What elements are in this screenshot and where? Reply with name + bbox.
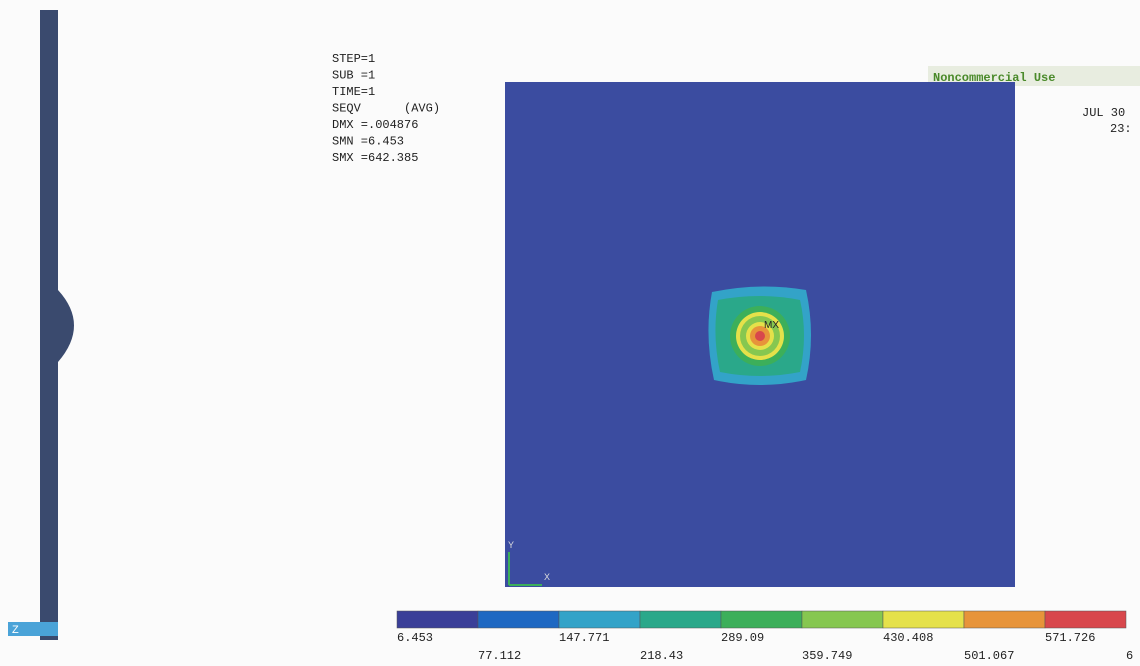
info-line: DMX =.004876 [332, 118, 418, 132]
legend-swatch [1045, 611, 1126, 628]
info-line: SMN =6.453 [332, 135, 404, 149]
max-label: MX [764, 320, 779, 331]
info-line: TIME=1 [332, 85, 375, 99]
info-line: SMX =642.385 [332, 151, 418, 165]
legend: 6.453 77.112 147.771 218.43 289.09 359.749 430… [397, 611, 1133, 663]
legend-label: 6 [1126, 649, 1133, 663]
legend-label: 147.771 [559, 631, 609, 645]
legend-swatch [964, 611, 1045, 628]
legend-label: 6.453 [397, 631, 433, 645]
legend-swatch [640, 611, 721, 628]
info-line: SUB =1 [332, 69, 375, 83]
legend-swatch [721, 611, 802, 628]
triad-label: Z [12, 624, 19, 636]
info-line: STEP=1 [332, 52, 375, 66]
legend-swatch [883, 611, 964, 628]
contour [708, 286, 811, 385]
time: 23: [1110, 122, 1132, 136]
legend-label: 501.067 [964, 649, 1014, 663]
legend-label: 77.112 [478, 649, 521, 663]
legend-swatch [802, 611, 883, 628]
info-block: STEP=1 SUB =1 TIME=1 SEQV (AVG) DMX =.004876… [332, 52, 440, 165]
side-bulge [58, 290, 74, 362]
date: JUL 30 [1082, 106, 1125, 120]
legend-swatch [478, 611, 559, 628]
contour-band [755, 331, 765, 341]
legend-label: 289.09 [721, 631, 764, 645]
info-line: SEQV (AVG) [332, 102, 440, 116]
legend-label: 218.43 [640, 649, 683, 663]
legend-swatch [397, 611, 478, 628]
legend-label: 359.749 [802, 649, 852, 663]
axis-label: X [544, 572, 550, 582]
legend-label: 430.408 [883, 631, 933, 645]
legend-swatch [559, 611, 640, 628]
legend-label: 571.726 [1045, 631, 1095, 645]
screenshot: Z STEP=1 SUB =1 TIME=1 SEQV (AVG) DMX =.0048… [0, 0, 1140, 666]
axis-label: Y [508, 540, 514, 550]
side-view [40, 10, 58, 640]
ansys-window: Z STEP=1 SUB =1 TIME=1 SEQV (AVG) DMX =.0048… [0, 0, 1140, 666]
